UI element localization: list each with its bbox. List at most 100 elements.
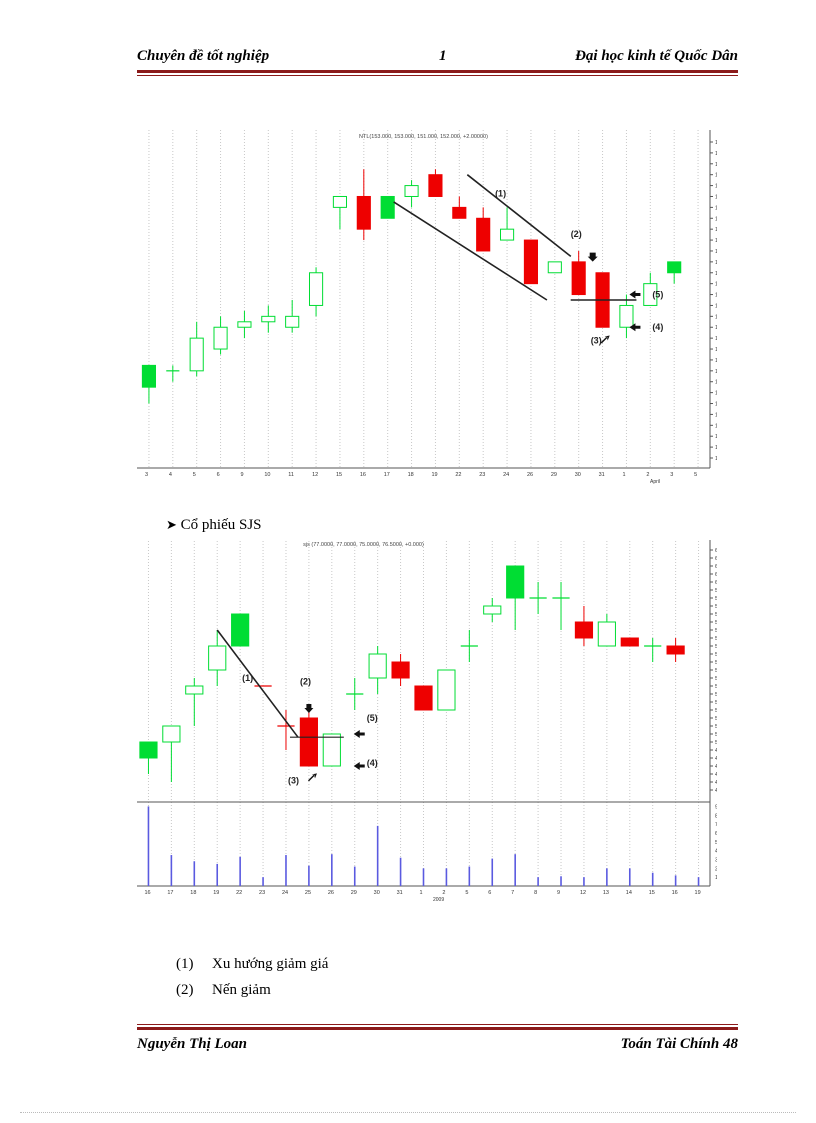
volume-tick-label: 40000 (715, 849, 717, 855)
callout-label-2: (2) (300, 676, 311, 686)
price-tick-label: 59.0 (715, 596, 717, 602)
price-tick-label: 55.0 (715, 660, 717, 666)
chart-svg: 1351361371381391401411421431441451461471… (137, 130, 724, 485)
time-tick-label: 9 (557, 890, 560, 896)
arrow-down-icon (587, 252, 598, 262)
volume-tick-label: 70000 (715, 822, 717, 828)
candle-body (391, 661, 410, 679)
candle-body (414, 685, 433, 711)
candle-body (404, 185, 419, 197)
price-tick-label: 137 (715, 434, 717, 440)
time-tick-label: 15 (649, 890, 655, 896)
arrow-down-icon (304, 704, 314, 713)
volume-tick-label: 10000 (715, 875, 717, 881)
price-tick-label: 153 (715, 260, 717, 266)
legend-item: (2) Nến giảm (176, 982, 271, 999)
candle-body (547, 261, 562, 274)
price-tick-label: 58.0 (715, 612, 717, 618)
candle-body (643, 283, 658, 306)
price-tick-label: 151 (715, 282, 717, 288)
time-tick-label: 29 (351, 890, 357, 896)
candle-body (428, 174, 443, 197)
time-tick-label: 24 (503, 472, 509, 478)
header-right: Đại học kinh tế Quốc Dân (575, 48, 738, 64)
time-tick-label: 30 (575, 472, 581, 478)
price-tick-label: 154 (715, 249, 717, 255)
time-tick-label: 3 (145, 472, 148, 478)
chart-title: NTL(153.000, 153.000, 151.000, 152.000, … (359, 134, 488, 140)
callout-label-3: (3) (288, 776, 299, 786)
candle-body (506, 565, 525, 599)
price-tick-label: 52.0 (715, 708, 717, 714)
header-page-number: 1 (439, 48, 447, 64)
price-tick-label: 57.5 (715, 620, 717, 626)
footer-rule (137, 1027, 738, 1030)
price-tick-label: 138 (715, 423, 717, 429)
time-tick-label: 15 (336, 472, 342, 478)
section-heading: ➤ Cổ phiếu SJS (166, 517, 262, 534)
price-tick-label: 156 (715, 227, 717, 233)
price-tick-label: 147 (715, 325, 717, 331)
chart-title: sjs (77.0000, 77.0000, 75.0000, 76.5000,… (303, 542, 424, 548)
price-tick-label: 54.0 (715, 676, 717, 682)
time-tick-label: 12 (580, 890, 586, 896)
candle-body (162, 725, 181, 743)
time-tick-label: 10 (264, 472, 270, 478)
price-tick-label: 56.0 (715, 644, 717, 650)
time-tick-label: 26 (527, 472, 533, 478)
arrow-up-right-icon (307, 773, 317, 782)
footer-right: Toán Tài Chính 48 (620, 1036, 738, 1052)
price-tick-label: 141 (715, 391, 717, 397)
time-tick-label: 13 (603, 890, 609, 896)
arrow-left-icon (353, 730, 365, 738)
page-header: Chuyên đề tốt nghiệp 1 Đại học kinh tế Q… (137, 48, 738, 68)
price-tick-label: 143 (715, 369, 717, 375)
sjs-candlestick-chart: 47.0 47.5 48.0 48.5 49.0 49.5 50.0 50.5 51.0 51.5… (137, 538, 729, 903)
time-tick-label: 1 (420, 890, 423, 896)
candle-body (452, 206, 467, 219)
price-tick-label: 145 (715, 347, 717, 353)
price-tick-label: 155 (715, 238, 717, 244)
callout-label-5: (5) (652, 290, 663, 300)
legend-number: (2) (176, 982, 194, 998)
candle-body (574, 621, 594, 639)
time-axis-sublabel: 2009 (433, 897, 444, 902)
price-tick-label: 162 (715, 162, 717, 168)
candle-body (666, 645, 685, 655)
time-tick-label: 19 (213, 890, 219, 896)
candle-body (141, 364, 157, 388)
volume-tick-label: 30000 (715, 857, 717, 863)
page-bottom-divider (20, 1112, 796, 1113)
candle-body (571, 261, 586, 296)
candle-body (261, 315, 276, 323)
price-tick-label: 50.5 (715, 732, 717, 738)
volume-tick-label: 60000 (715, 831, 717, 837)
time-tick-label: 30 (374, 890, 380, 896)
time-tick-label: 5 (465, 890, 468, 896)
price-tick-label: 160 (715, 184, 717, 190)
price-tick-label: 51.0 (715, 724, 717, 730)
trend-channel-line (466, 174, 572, 258)
candle-body (332, 195, 348, 208)
price-tick-label: 53.0 (715, 692, 717, 698)
volume-tick-label: 90000 (715, 804, 717, 810)
time-tick-label: 2 (442, 890, 445, 896)
chart-svg: 47.0 47.5 48.0 48.5 49.0 49.5 50.0 50.5 51.0 51.5… (137, 538, 729, 903)
price-tick-label: 52.5 (715, 700, 717, 706)
time-tick-label: 17 (384, 472, 390, 478)
time-tick-label: 14 (626, 890, 632, 896)
price-tick-label: 47.5 (715, 780, 717, 786)
candle-body (356, 195, 371, 230)
ntl-candlestick-chart: 1351361371381391401411421431441451461471… (137, 130, 724, 490)
price-tick-label: 148 (715, 314, 717, 320)
time-tick-label: 18 (408, 472, 414, 478)
price-tick-label: 58.5 (715, 604, 717, 610)
candle-body (189, 337, 204, 372)
callout-label-2: (2) (571, 229, 582, 239)
time-tick-label: 24 (282, 890, 288, 896)
candle-body (322, 733, 341, 767)
price-tick-label: 140 (715, 402, 717, 408)
price-tick-label: 48.0 (715, 772, 717, 778)
price-tick-label: 149 (715, 303, 717, 309)
time-tick-label: 7 (511, 890, 514, 896)
